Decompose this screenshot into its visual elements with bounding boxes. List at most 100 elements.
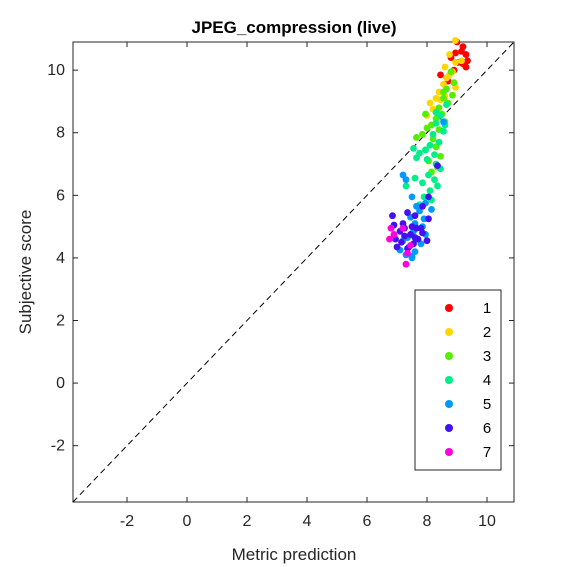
data-point-series-7: [404, 249, 411, 257]
data-point-series-2: [426, 99, 434, 107]
legend-label-4: 4: [483, 372, 491, 389]
data-point-series-4: [432, 109, 440, 116]
data-point-series-4: [431, 176, 438, 184]
data-point-series-6: [417, 224, 425, 232]
data-point-series-6: [404, 209, 411, 216]
data-point-series-4: [426, 141, 434, 149]
data-point-series-4: [411, 174, 419, 182]
data-point-series-5: [428, 206, 435, 213]
data-point-series-6: [399, 220, 407, 227]
data-point-series-7: [407, 242, 414, 249]
data-point-series-7: [399, 224, 407, 232]
data-point-series-2: [446, 51, 453, 58]
data-point-series-4: [443, 101, 450, 108]
data-point-series-4: [432, 119, 440, 127]
x-tick-label: -2: [120, 513, 134, 530]
y-tick-label: 4: [56, 250, 65, 267]
y-tick-label: 2: [56, 313, 65, 330]
data-point-series-3: [422, 110, 429, 118]
data-point-series-3: [423, 124, 431, 132]
data-point-series-5: [440, 118, 447, 126]
legend: 1 2 3 4 5 6 7: [414, 289, 502, 471]
data-points-layer: [386, 37, 471, 268]
legend-label-7: 7: [483, 444, 491, 461]
y-tick-label: -2: [51, 438, 65, 455]
data-point-series-4: [419, 179, 426, 187]
data-point-series-3: [437, 152, 444, 160]
legend-marker-5: [445, 400, 453, 408]
legend-marker-4: [445, 376, 453, 384]
data-point-series-4: [410, 144, 417, 152]
data-point-series-7: [386, 235, 393, 243]
data-point-series-3: [413, 134, 420, 141]
data-point-series-3: [447, 68, 455, 76]
data-point-series-4: [425, 171, 432, 179]
x-tick-label: 2: [243, 513, 252, 530]
data-point-series-7: [387, 224, 395, 232]
axis-ticks-layer: -2 0 2 4 6 8 10 -2 0 2 4 6 8 10: [47, 42, 514, 530]
legend-marker-3: [445, 352, 453, 360]
data-point-series-6: [408, 223, 416, 231]
data-point-series-1: [462, 63, 470, 71]
y-tick-label: 8: [56, 125, 65, 142]
data-point-series-6: [419, 202, 426, 210]
data-point-series-2: [452, 37, 459, 44]
y-tick-label: 6: [56, 187, 65, 204]
data-point-series-6: [389, 212, 396, 220]
data-point-series-6: [425, 193, 432, 201]
x-axis-label: Metric prediction: [232, 545, 357, 564]
data-point-series-2: [452, 58, 459, 66]
data-point-series-4: [429, 130, 437, 138]
legend-marker-6: [445, 424, 453, 432]
legend-label-6: 6: [483, 420, 491, 437]
data-point-series-1: [452, 49, 459, 57]
data-point-series-7: [402, 260, 410, 268]
x-tick-label: 10: [478, 513, 496, 530]
legend-label-2: 2: [483, 324, 491, 341]
data-point-series-1: [437, 71, 444, 79]
x-tick-label: 0: [183, 513, 192, 530]
legend-label-1: 1: [483, 300, 491, 317]
data-point-series-1: [458, 47, 465, 55]
data-point-series-5: [408, 254, 416, 262]
legend-marker-7: [445, 448, 453, 456]
data-point-series-4: [422, 146, 429, 154]
data-point-series-6: [423, 237, 431, 245]
data-point-series-4: [431, 151, 438, 159]
data-point-series-6: [425, 215, 432, 223]
data-point-series-6: [393, 243, 401, 251]
y-tick-label: 0: [56, 375, 65, 392]
data-point-series-2: [458, 57, 465, 65]
data-point-series-7: [390, 231, 398, 238]
data-point-series-3: [450, 79, 458, 87]
data-point-series-4: [423, 155, 431, 163]
data-point-series-4: [440, 127, 447, 135]
data-point-series-4: [435, 138, 443, 146]
data-point-series-4: [434, 182, 441, 190]
x-tick-label: 4: [303, 513, 312, 530]
legend-label-3: 3: [483, 348, 491, 365]
data-point-series-3: [449, 91, 456, 99]
data-point-series-3: [429, 135, 437, 143]
data-point-series-6: [411, 212, 419, 220]
data-point-series-2: [441, 63, 449, 71]
legend-box: [414, 289, 502, 471]
data-point-series-6: [398, 238, 405, 246]
legend-marker-2: [445, 328, 453, 336]
data-point-series-6: [401, 232, 408, 240]
legend-label-5: 5: [483, 396, 491, 413]
data-point-series-3: [419, 130, 426, 138]
chart-title: JPEG_compression (live): [191, 18, 396, 37]
data-point-series-3: [440, 94, 447, 102]
data-point-series-6: [434, 162, 441, 170]
x-tick-label: 6: [363, 513, 372, 530]
data-point-series-4: [413, 154, 420, 162]
data-point-series-5: [408, 193, 416, 201]
y-tick-label: 10: [47, 62, 65, 79]
data-point-series-4: [426, 187, 434, 195]
data-point-series-4: [402, 182, 410, 190]
x-tick-label: 8: [423, 513, 432, 530]
data-point-series-5: [402, 176, 410, 184]
data-point-series-6: [411, 234, 419, 241]
